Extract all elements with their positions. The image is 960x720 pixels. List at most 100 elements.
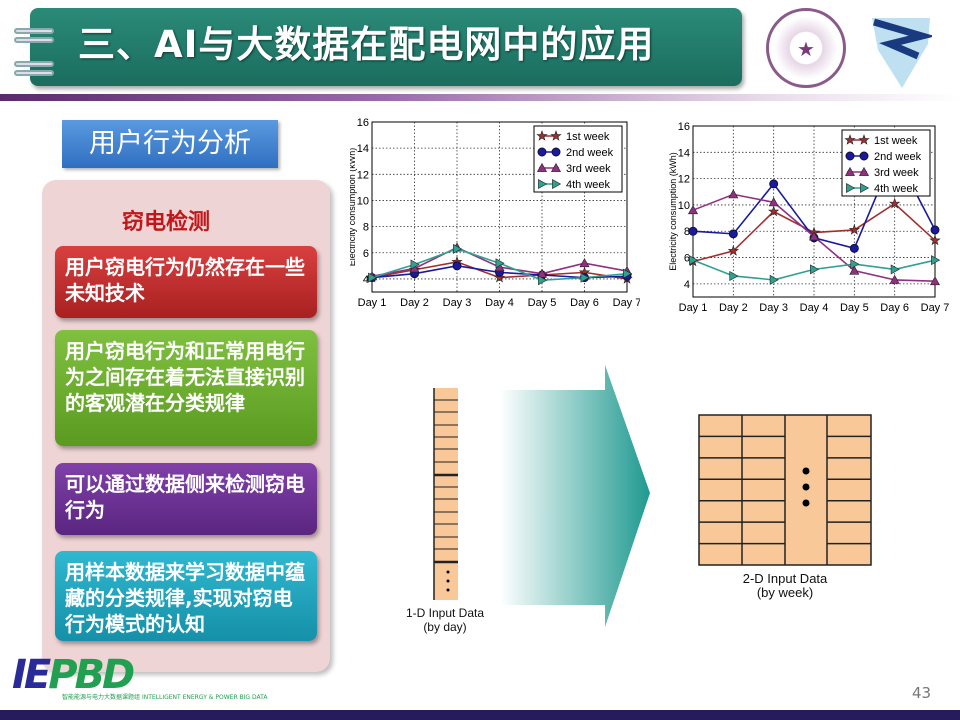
- legend-marker: [844, 166, 856, 176]
- transform-arrow: [500, 365, 650, 627]
- y-tick-label: 10: [678, 200, 690, 212]
- legend-label: 4th week: [566, 179, 611, 191]
- y-tick-label: 10: [357, 195, 369, 207]
- data-point: [410, 259, 420, 270]
- x-tick-label: Day 3: [759, 302, 788, 314]
- card-sample-learning: 用样本数据来学习数据中蕴藏的分类规律,实现对窃电行为模式的认知: [55, 551, 317, 641]
- y-tick-label: 4: [684, 279, 690, 291]
- data-point: [808, 231, 820, 241]
- legend-label: 2nd week: [566, 147, 614, 159]
- iepbd-logo: IEPBD 智能能源与电力大数据课题组 INTELLIGENT ENERGY &…: [12, 652, 268, 701]
- y-tick-label: 14: [357, 143, 369, 155]
- y-tick-label: 8: [363, 222, 369, 234]
- data-point: [768, 197, 779, 207]
- x-tick-label: Day 7: [613, 297, 640, 309]
- legend-marker: [536, 162, 548, 172]
- data-point: [579, 258, 590, 268]
- page-number: 43: [912, 684, 932, 702]
- legend-label: 4th week: [874, 183, 919, 195]
- legend-label: 1st week: [874, 135, 918, 147]
- data-point: [930, 225, 940, 235]
- data-point: [493, 271, 506, 283]
- x-tick-label: Day 4: [800, 302, 829, 314]
- 1d-input-strip: [433, 388, 458, 600]
- logo-cn-text: 智能能源与电力大数据课题组: [62, 694, 141, 701]
- binder-rings-icon: [14, 28, 54, 76]
- x-tick-label: Day 5: [528, 297, 557, 309]
- legend-marker: [552, 178, 562, 190]
- data-point: [453, 243, 463, 254]
- data-point: [810, 264, 820, 275]
- x-tick-label: Day 6: [570, 297, 599, 309]
- section-tab: 用户行为分析: [62, 120, 278, 168]
- data-point: [623, 268, 633, 279]
- legend-marker: [551, 147, 561, 157]
- data-point: [889, 274, 900, 284]
- panel-heading: 窃电检测: [121, 210, 210, 235]
- legend-marker: [858, 134, 870, 145]
- legend-marker: [550, 130, 562, 141]
- card-unknown-techniques: 用户窃电行为仍然存在一些未知技术: [55, 246, 317, 318]
- card-latent-patterns: 用户窃电行为和正常用电行为之间存在着无法直接识别的客观潜在分类规律: [55, 330, 317, 446]
- data-point: [688, 226, 698, 236]
- data-point: [452, 261, 462, 271]
- x-tick-label: Day 2: [400, 297, 429, 309]
- y-tick-label: 16: [357, 117, 369, 129]
- data-point: [769, 274, 779, 285]
- data-point: [538, 275, 548, 286]
- logo-en-text-2: & POWER BIG DATA: [208, 694, 268, 701]
- data-point: [850, 259, 860, 270]
- data-point: [580, 272, 590, 283]
- legend-marker: [844, 134, 856, 145]
- y-axis-label: Electricity consumption (kWh): [668, 152, 678, 271]
- data-point: [536, 268, 548, 278]
- y-axis-label: Electricity consumption (kWh): [350, 148, 357, 267]
- legend-label: 3rd week: [566, 163, 611, 175]
- 2d-sublabel: (by week): [756, 585, 814, 600]
- y-tick-label: 12: [678, 174, 690, 186]
- data-point: [890, 264, 900, 275]
- 1d-sublabel: (by day): [423, 620, 467, 634]
- x-tick-label: Day 6: [880, 302, 909, 314]
- data-point: [889, 197, 901, 209]
- legend-label: 1st week: [566, 131, 610, 143]
- legend-box: [533, 125, 623, 193]
- slide-title: 三、AI与大数据在配电网中的应用: [78, 23, 655, 66]
- data-point: [849, 243, 859, 253]
- x-tick-label: Day 1: [679, 302, 708, 314]
- x-tick-label: Day 3: [443, 297, 472, 309]
- chart-theft-user: 4 6 8 10 12 14 16 Day 1 Day 2 Day 3 Day 4 Day 5 Day …: [668, 121, 950, 314]
- 2d-input-grid: [698, 414, 872, 566]
- chart-normal-user: 4 6 8 10 12 14 16 Day 1 Day 2 Day 3 Day 4 Day 5 Day …: [350, 117, 640, 309]
- footer-bar: [0, 710, 960, 720]
- 1d-input-label: 1-D Input Data (by day): [400, 606, 490, 634]
- data-point: [849, 265, 860, 275]
- 1d-label: 1-D Input Data: [405, 606, 485, 620]
- x-tick-label: Day 1: [358, 297, 387, 309]
- data-point: [729, 270, 739, 281]
- y-tick-label: 8: [684, 226, 690, 238]
- legend-marker: [846, 182, 856, 194]
- card-data-detection: 可以通过数据侧来检测窃电行为: [55, 463, 317, 535]
- data-point: [929, 234, 941, 246]
- legend-label: 3rd week: [874, 167, 919, 179]
- y-tick-label: 4: [363, 274, 369, 286]
- x-tick-label: Day 2: [719, 302, 748, 314]
- 2d-input-label: 2-D Input Data (by week): [725, 572, 845, 600]
- legend-marker: [858, 166, 870, 176]
- data-point: [728, 229, 738, 239]
- x-tick-label: Day 4: [485, 297, 514, 309]
- title-divider: [0, 94, 960, 101]
- data-point: [929, 276, 941, 286]
- data-point: [768, 205, 780, 217]
- legend-label: 2nd week: [874, 151, 922, 163]
- y-tick-label: 6: [363, 248, 369, 260]
- legend-marker: [538, 178, 548, 190]
- legend-marker: [537, 147, 547, 157]
- data-point: [689, 255, 699, 266]
- data-point: [728, 189, 739, 199]
- y-tick-label: 12: [357, 169, 369, 181]
- x-tick-label: Day 7: [921, 302, 950, 314]
- legend-marker: [860, 182, 870, 194]
- data-point: [368, 272, 378, 283]
